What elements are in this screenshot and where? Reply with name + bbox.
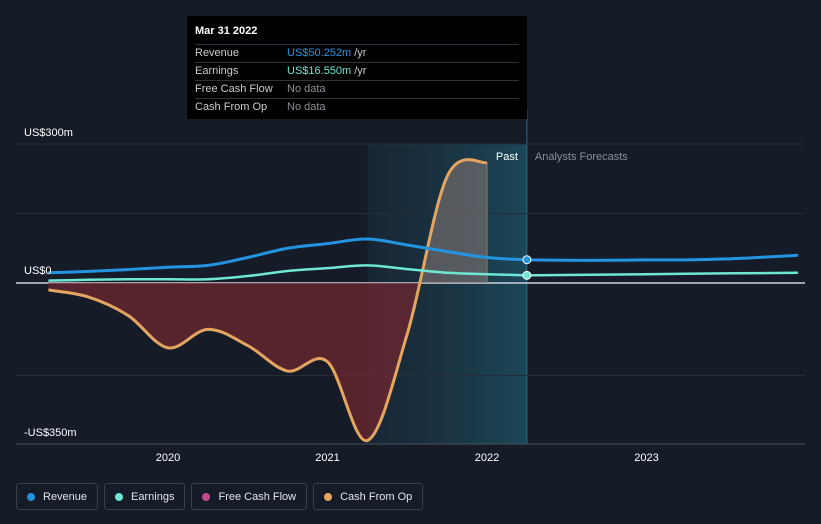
tooltip-value: No data — [287, 83, 326, 95]
y-axis-top-label: US$300m — [24, 127, 73, 139]
tooltip-value: No data — [287, 101, 326, 113]
tooltip-row-revenue: Revenue US$50.252m /yr — [195, 44, 519, 62]
tooltip-row-cash-from-op: Cash From Op No data — [195, 98, 519, 116]
tooltip-unit: /yr — [354, 47, 367, 59]
legend-label: Revenue — [43, 490, 88, 503]
revenue-dot-icon — [27, 492, 35, 501]
tooltip-label: Earnings — [195, 65, 239, 77]
past-label: Past — [496, 151, 518, 163]
cash-from-op-line — [48, 158, 488, 443]
legend-item-cash-from-op[interactable]: Cash From Op — [313, 483, 424, 510]
legend-item-revenue[interactable]: Revenue — [16, 483, 99, 510]
legend-label: Earnings — [131, 490, 175, 503]
tooltip-date: Mar 31 2022 — [195, 25, 258, 37]
cash-from-op-negative-area — [48, 283, 487, 441]
y-axis-bottom-label: -US$350m — [24, 427, 77, 439]
cash-from-op-positive-area — [48, 159, 487, 283]
cash-from-op-dot-icon — [324, 492, 333, 501]
tooltip: Mar 31 2022 Revenue US$50.252m /yr Earni… — [187, 16, 527, 119]
earnings-line — [48, 264, 527, 282]
legend-item-earnings[interactable]: Earnings — [104, 483, 186, 510]
tooltip-unit: /yr — [354, 65, 367, 77]
legend-label: Free Cash Flow — [218, 490, 297, 503]
tooltip-label: Cash From Op — [195, 101, 268, 113]
legend-label: Cash From Op — [340, 490, 413, 503]
x-tick-label: 2023 — [634, 452, 658, 464]
revenue-forecast-line — [526, 253, 799, 262]
x-tick-label: 2022 — [475, 452, 499, 464]
x-tick-label: 2021 — [315, 452, 339, 464]
free-cash-flow-dot-icon — [202, 492, 211, 501]
tooltip-value: US$50.252m — [287, 47, 352, 59]
tooltip-value: US$16.550m — [287, 65, 352, 77]
revenue-line — [48, 237, 527, 275]
earnings-highlight-point — [522, 270, 532, 280]
earnings-dot-icon — [115, 492, 124, 501]
tooltip-row-free-cash-flow: Free Cash Flow No data — [195, 80, 519, 98]
tooltip-row-earnings: Earnings US$16.550m /yr — [195, 62, 519, 80]
tooltip-label: Free Cash Flow — [195, 83, 273, 95]
revenue-highlight-point — [522, 255, 532, 265]
tooltip-label: Revenue — [195, 47, 240, 59]
earnings-forecast-line — [526, 271, 799, 277]
forecast-label: Analysts Forecasts — [535, 151, 628, 163]
y-axis-zero-label: US$0 — [24, 265, 52, 277]
legend-item-free-cash-flow[interactable]: Free Cash Flow — [191, 483, 308, 510]
x-tick-label: 2020 — [156, 452, 180, 464]
legend: Revenue Earnings Free Cash Flow Cash Fro… — [16, 483, 424, 510]
